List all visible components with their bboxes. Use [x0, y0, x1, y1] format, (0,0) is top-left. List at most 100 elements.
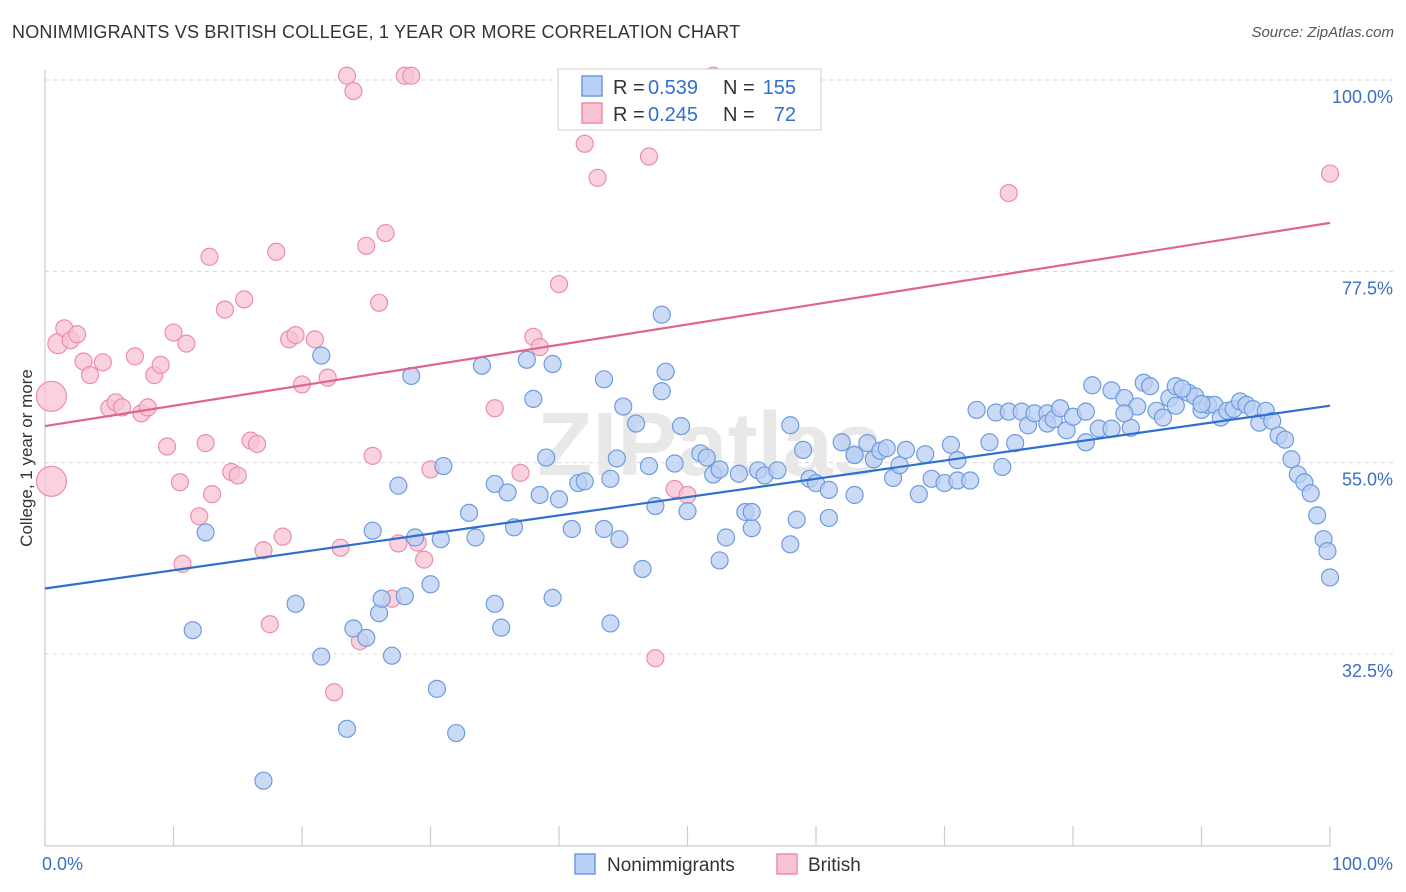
nonimmigrants-points: [183, 305, 1340, 790]
british-point-70: [1320, 164, 1340, 183]
british-point-46: [357, 236, 376, 255]
y-tick-label-2: 55.0%: [1342, 470, 1393, 490]
nonimmigrants-point-39: [575, 472, 594, 491]
chart-title: NONIMMIGRANTS VS BRITISH COLLEGE, 1 YEAR…: [12, 22, 741, 42]
nonimmigrants-point-98: [980, 433, 999, 452]
nonimmigrants-point-51: [652, 382, 671, 401]
y-axis-title: College, 1 year or more: [17, 369, 36, 547]
legend-r-value-2: 0.245: [648, 104, 698, 126]
british-point-5: [68, 325, 87, 344]
british-point-44: [344, 81, 363, 101]
nonimmigrants-point-52: [652, 305, 671, 324]
nonimmigrants-point-62: [716, 528, 736, 547]
british-point-65: [646, 649, 665, 668]
x-tick-label-1: 100.0%: [1332, 854, 1393, 874]
nonimmigrants-point-80: [845, 485, 864, 505]
nonimmigrants-point-43: [601, 614, 620, 633]
nonimmigrants-point-27: [492, 618, 511, 637]
legend-n-label-2: N =: [723, 104, 755, 126]
nonimmigrants-point-6: [337, 719, 357, 738]
nonimmigrants-point-124: [1153, 408, 1173, 427]
nonimmigrants-point-81: [845, 445, 864, 465]
british-point-39: [305, 330, 324, 349]
british-point-12: [125, 347, 145, 366]
nonimmigrants-point-34: [543, 588, 562, 607]
y-tick-label-3: 32.5%: [1342, 661, 1393, 681]
british-point-8: [93, 353, 112, 372]
nonimmigrants-point-2: [254, 771, 273, 790]
nonimmigrants-point-61: [710, 551, 729, 570]
bottom-legend-nonimmigrants: Nonimmigrants: [607, 855, 735, 876]
british-points: [35, 66, 1340, 702]
nonimmigrants-point-76: [819, 508, 838, 528]
nonimmigrants-point-42: [601, 469, 620, 488]
british-point-40: [318, 368, 337, 387]
nonimmigrants-point-56: [678, 502, 697, 521]
british-point-21: [177, 334, 196, 353]
british-point-1: [35, 465, 68, 497]
british-point-11: [112, 398, 132, 417]
nonimmigrants-point-100: [993, 457, 1012, 477]
nonimmigrants-point-60: [710, 460, 729, 479]
british-point-43: [337, 66, 357, 85]
british-point-34: [267, 242, 286, 261]
british-point-19: [170, 473, 190, 492]
british-point-14: [138, 398, 157, 417]
nonimmigrants-point-154: [1192, 394, 1211, 414]
nonimmigrants-point-36: [549, 490, 569, 509]
nonimmigrants-point-66: [742, 502, 761, 522]
british-point-61: [549, 274, 569, 294]
british-point-24: [200, 247, 219, 266]
nonimmigrants-point-30: [517, 350, 536, 369]
nonimmigrants-point-25: [485, 594, 504, 613]
british-point-37: [286, 326, 305, 345]
nonimmigrants-point-12: [382, 646, 402, 665]
nonimmigrants-point-28: [498, 483, 517, 502]
nonimmigrants-point-1: [196, 523, 215, 542]
british-trend-line: [44, 221, 1331, 428]
nonimmigrants-point-88: [896, 440, 916, 460]
nonimmigrants-point-24: [472, 356, 491, 375]
nonimmigrants-point-96: [961, 471, 980, 490]
nonimmigrants-point-113: [1076, 402, 1095, 421]
nonimmigrants-point-18: [427, 679, 447, 698]
british-point-48: [370, 293, 389, 312]
british-point-57: [485, 399, 504, 418]
nonimmigrants-point-44: [607, 449, 626, 468]
nonimmigrants-point-122: [1140, 377, 1160, 396]
nonimmigrants-point-31: [524, 389, 543, 408]
nonimmigrants-point-45: [610, 530, 629, 549]
nonimmigrants-point-5: [312, 647, 331, 666]
nonimmigrants-point-11: [372, 589, 391, 608]
legend-swatch-nonimmigrants: [581, 75, 603, 97]
nonimmigrants-point-19: [431, 530, 450, 549]
trend-lines: [44, 221, 1331, 590]
british-point-53: [402, 66, 421, 85]
legend-r-label-2: R =: [613, 104, 645, 126]
legend-r-value-1: 0.539: [648, 77, 698, 99]
british-point-23: [196, 434, 215, 453]
british-point-47: [363, 446, 382, 465]
nonimmigrants-point-127: [1166, 396, 1185, 415]
nonimmigrants-point-71: [781, 416, 800, 435]
bottom-legend-british: British: [808, 855, 861, 876]
british-point-62: [575, 134, 594, 153]
nonimmigrants-point-54: [665, 454, 684, 473]
nonimmigrants-point-53: [656, 362, 675, 381]
legend-r-label-1: R =: [613, 77, 645, 99]
y-tick-label-0: 100.0%: [1332, 87, 1393, 107]
nonimmigrants-point-153: [1173, 379, 1192, 398]
nonimmigrants-point-37: [562, 519, 581, 539]
nonimmigrants-point-21: [447, 723, 466, 743]
british-point-18: [164, 323, 183, 342]
british-point-33: [260, 615, 279, 634]
legend-swatch-british: [581, 102, 603, 124]
nonimmigrants-point-33: [537, 448, 556, 467]
british-point-16: [151, 355, 170, 374]
nonimmigrants-point-9: [363, 521, 382, 540]
nonimmigrants-point-63: [729, 464, 749, 483]
nonimmigrants-point-93: [941, 435, 961, 454]
nonimmigrants-point-85: [877, 439, 896, 458]
nonimmigrants-point-58: [697, 448, 716, 467]
british-point-28: [228, 466, 247, 485]
